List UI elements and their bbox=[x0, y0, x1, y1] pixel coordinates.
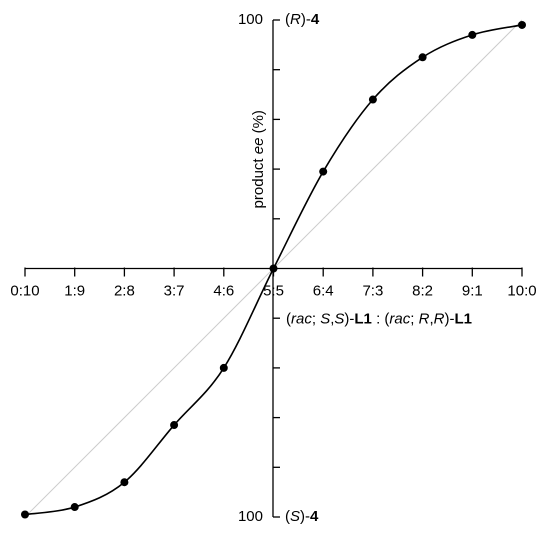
label-part: (%) bbox=[250, 110, 267, 138]
data-point bbox=[120, 478, 129, 487]
label-part: R bbox=[419, 310, 430, 327]
x-tick-label: 5:5 bbox=[263, 282, 284, 299]
label-part: : ( bbox=[372, 310, 390, 327]
label-part: )- bbox=[344, 310, 354, 327]
data-point bbox=[269, 264, 278, 273]
label-part: ( bbox=[285, 11, 290, 28]
top-label: (R)-4 bbox=[285, 11, 320, 28]
label-part: )- bbox=[301, 11, 311, 28]
x-tick-label: 2:8 bbox=[114, 282, 135, 299]
label-part: L1 bbox=[354, 310, 372, 327]
data-point bbox=[468, 30, 477, 39]
data-point bbox=[319, 167, 328, 176]
label-part: ; bbox=[410, 310, 418, 327]
label-part: product bbox=[250, 154, 267, 208]
label-part: S bbox=[320, 310, 330, 327]
label-part: 4 bbox=[311, 11, 320, 28]
data-point bbox=[518, 20, 526, 29]
data-point bbox=[70, 503, 79, 512]
y-axis-label: product ee (%) bbox=[250, 110, 267, 208]
data-point bbox=[21, 510, 29, 519]
label-part: rac bbox=[389, 310, 410, 327]
label-part: S bbox=[334, 310, 344, 327]
label-part: rac bbox=[291, 310, 312, 327]
x-tick-label: 0:10 bbox=[10, 282, 39, 299]
x-tick-label: 4:6 bbox=[213, 282, 234, 299]
label-part: S bbox=[290, 508, 300, 525]
label-part: , bbox=[429, 310, 433, 327]
label-part: , bbox=[330, 310, 334, 327]
label-part: ( bbox=[286, 310, 291, 327]
label-part: ( bbox=[285, 508, 290, 525]
y-tick-label: 100 bbox=[238, 508, 263, 525]
bottom-label: (S)-4 bbox=[285, 508, 319, 525]
label-part: L1 bbox=[454, 310, 472, 327]
x-tick-label: 8:2 bbox=[412, 282, 433, 299]
x-tick-label: 10:0 bbox=[507, 282, 536, 299]
label-part: )- bbox=[300, 508, 310, 525]
x-tick-label: 1:9 bbox=[64, 282, 85, 299]
label-part: ; bbox=[312, 310, 320, 327]
y-tick-label: 100 bbox=[238, 11, 263, 28]
data-point bbox=[170, 421, 179, 430]
x-axis-label: (rac; S,S)-L1 : (rac; R,R)-L1 bbox=[286, 310, 472, 327]
data-point bbox=[368, 95, 377, 104]
data-point bbox=[418, 53, 427, 62]
x-tick-label: 7:3 bbox=[362, 282, 383, 299]
label-part: R bbox=[290, 11, 301, 28]
data-point bbox=[219, 363, 228, 372]
label-part: )- bbox=[444, 310, 454, 327]
label-part: ee bbox=[250, 138, 267, 155]
label-part: 4 bbox=[310, 508, 319, 525]
label-part: R bbox=[434, 310, 445, 327]
x-tick-label: 9:1 bbox=[462, 282, 483, 299]
x-tick-label: 6:4 bbox=[313, 282, 334, 299]
x-tick-label: 3:7 bbox=[164, 282, 185, 299]
